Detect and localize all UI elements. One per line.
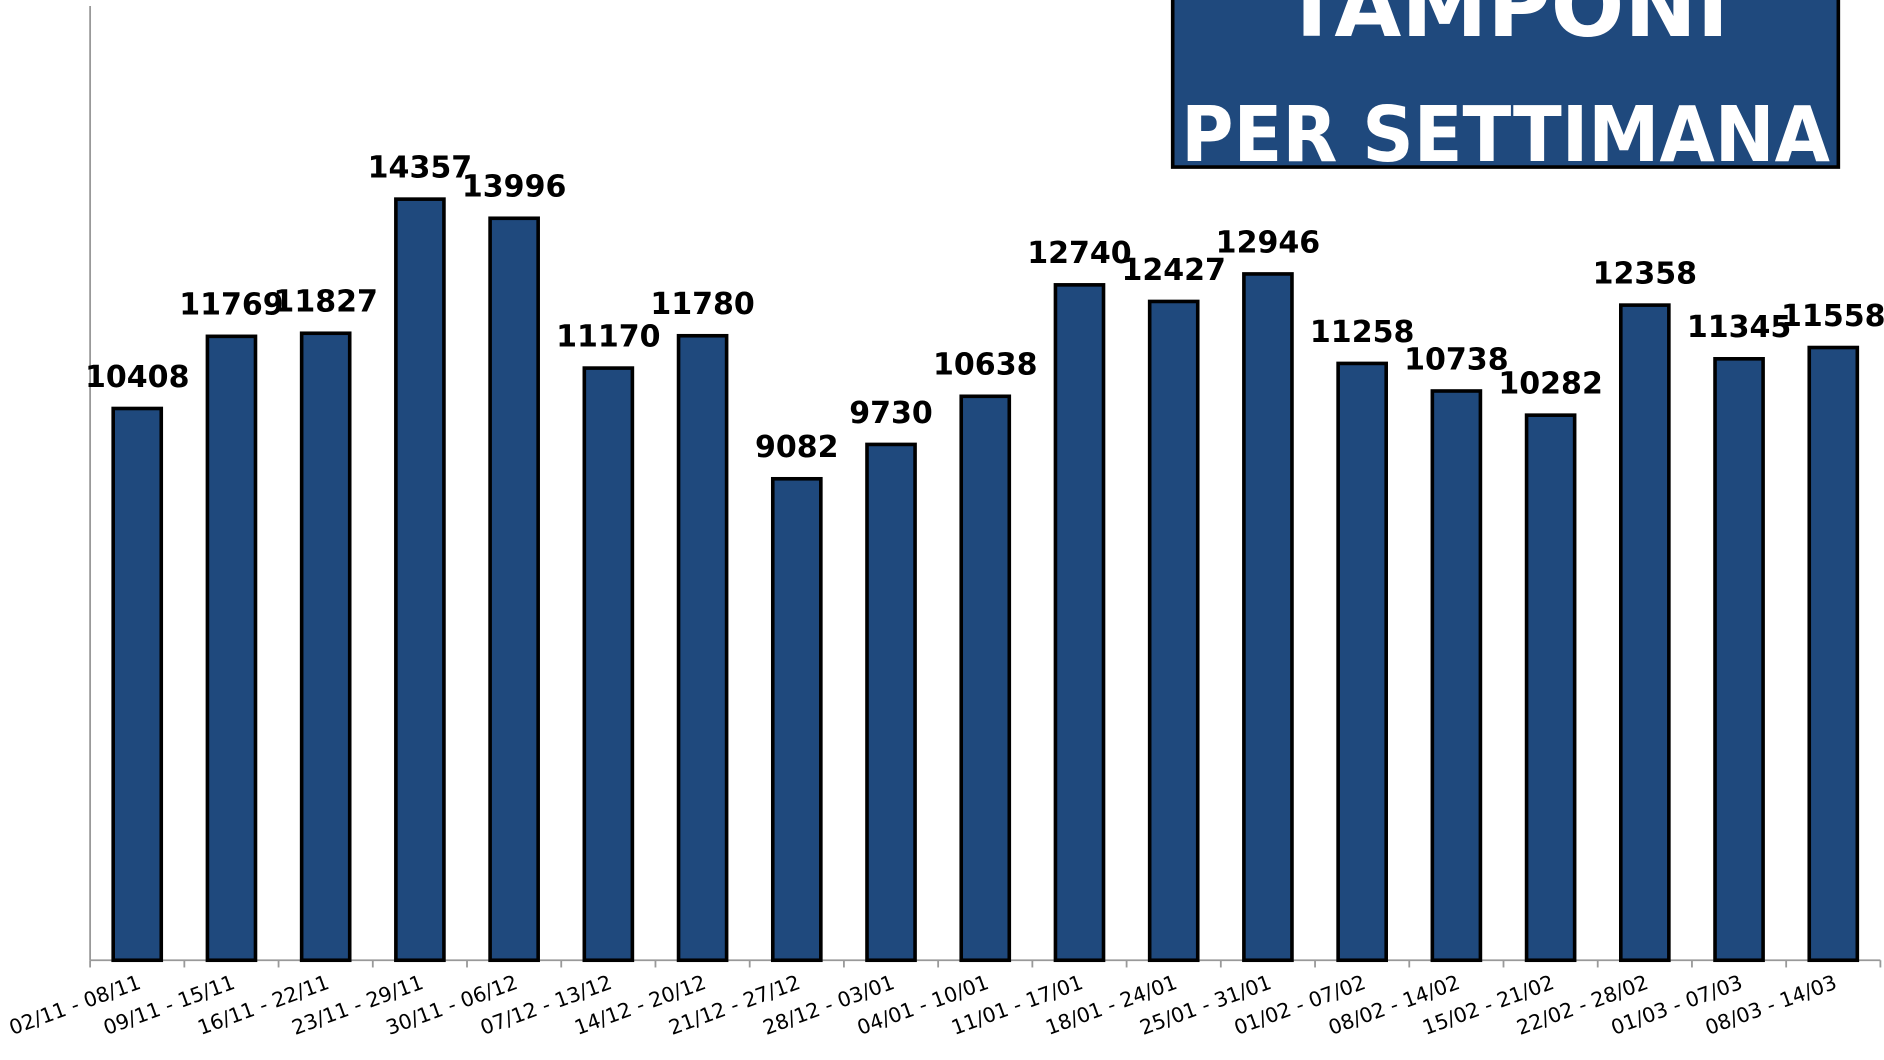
value-label: 12946 [1216, 225, 1320, 260]
value-label: 12740 [1027, 236, 1131, 271]
bar [865, 442, 917, 963]
value-label: 11769 [179, 288, 283, 323]
value-label: 10282 [1498, 367, 1602, 402]
value-label: 11827 [273, 285, 377, 320]
value-label: 10408 [85, 360, 189, 395]
value-label: 11558 [1781, 299, 1884, 334]
bar [1336, 361, 1388, 963]
bar [1618, 303, 1671, 963]
bar [770, 476, 823, 963]
bar [205, 334, 258, 963]
title-box [1170, 0, 1841, 169]
value-label: 10738 [1404, 342, 1508, 377]
bar [299, 331, 352, 963]
value-label: 11345 [1687, 310, 1791, 345]
value-label: 11258 [1310, 315, 1414, 350]
bar [1430, 389, 1483, 963]
chart-subtitle: PER SETTIMANA [1181, 91, 1830, 180]
bar [394, 197, 446, 963]
value-label: 11170 [556, 319, 660, 354]
value-label: 10638 [933, 348, 1037, 383]
value-label: 9082 [755, 430, 839, 465]
bar [959, 394, 1012, 963]
value-label: 11780 [650, 287, 754, 322]
value-label: 12358 [1593, 256, 1697, 291]
value-label: 9730 [849, 396, 933, 431]
bar [1053, 283, 1106, 963]
bar [676, 333, 729, 963]
bar [1807, 345, 1860, 963]
bar [1713, 357, 1765, 963]
bar [1524, 413, 1577, 963]
value-label: 14357 [368, 151, 472, 186]
bar [1242, 272, 1294, 963]
bar [1147, 299, 1200, 963]
bar [488, 216, 540, 963]
value-label: 13996 [462, 170, 566, 205]
value-label: 12427 [1121, 253, 1225, 288]
chart-title: TAMPONI [1282, 0, 1729, 57]
bar [582, 366, 635, 963]
bar [111, 406, 164, 963]
